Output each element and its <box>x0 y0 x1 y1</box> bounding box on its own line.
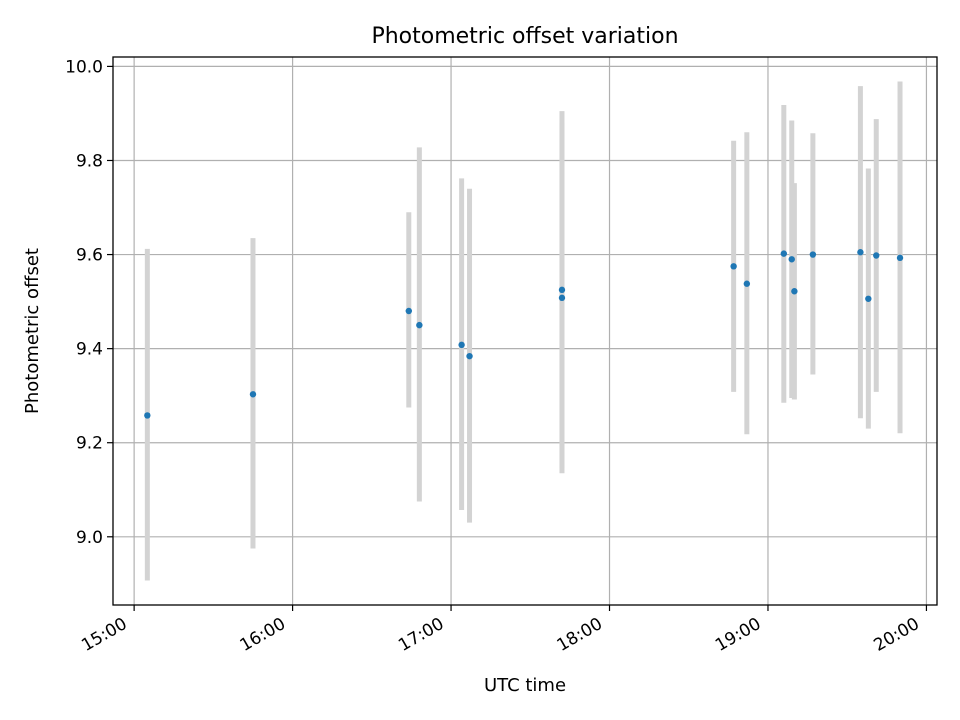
y-tick-label: 9.0 <box>76 528 103 548</box>
data-point <box>249 391 257 398</box>
chart-title: Photometric offset variation <box>371 24 678 49</box>
data-point <box>865 295 872 302</box>
y-axis-ticks: 9.0 9.2 9.4 9.6 9.8 10.0 <box>65 57 113 548</box>
y-tick-label: 9.4 <box>76 340 103 360</box>
x-axis-label: UTC time <box>484 675 566 696</box>
y-tick-label: 9.2 <box>76 434 103 454</box>
data-point <box>466 352 473 360</box>
data-point <box>896 254 904 262</box>
data-point <box>730 263 737 270</box>
data-point <box>458 341 465 349</box>
plot-frame <box>112 56 938 606</box>
y-axis-label: Photometric offset <box>22 248 43 414</box>
y-tick-label: 10.0 <box>65 57 103 77</box>
data-point <box>857 249 864 256</box>
data-point <box>780 250 788 257</box>
grid <box>113 57 937 605</box>
data-point <box>558 294 566 302</box>
data-point <box>809 251 817 258</box>
data-point <box>743 280 751 287</box>
y-tick-label: 9.6 <box>76 246 103 266</box>
data-point <box>791 288 798 295</box>
data-point <box>558 286 566 294</box>
data-point <box>416 321 423 329</box>
y-tick-label: 9.8 <box>76 151 103 171</box>
data-point <box>873 252 880 259</box>
data-points <box>144 249 904 419</box>
data-point <box>405 307 412 315</box>
data-point <box>788 256 795 263</box>
data-point <box>144 412 151 419</box>
